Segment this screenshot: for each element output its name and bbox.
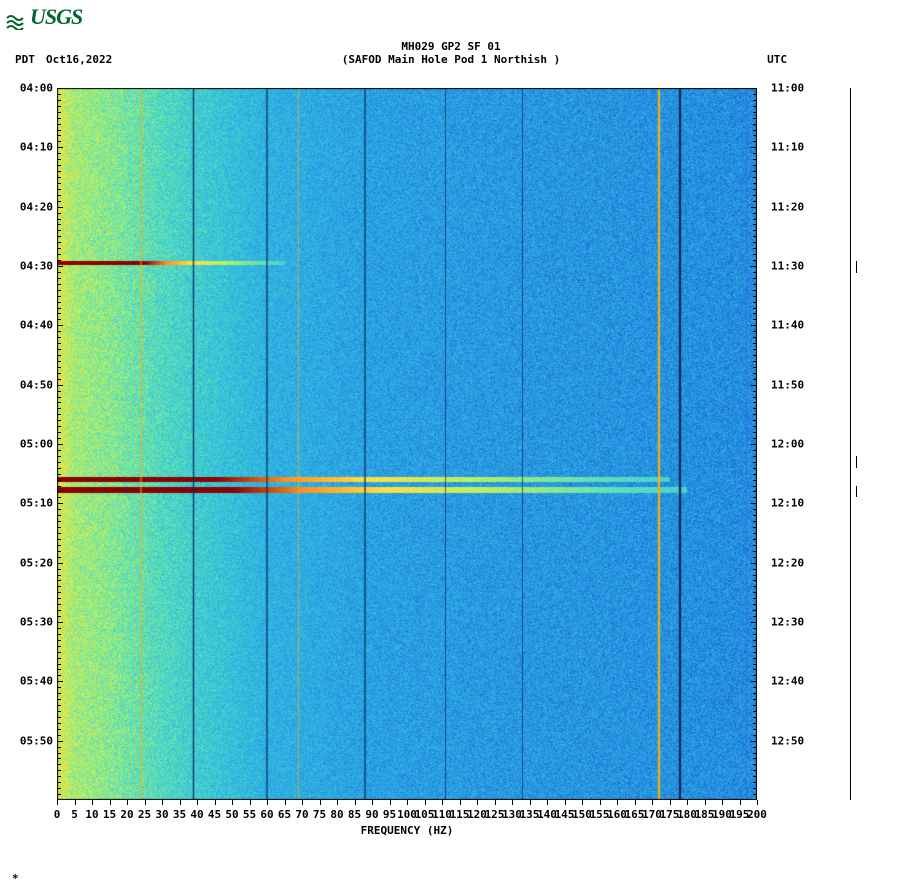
timezone-right: UTC (767, 53, 787, 66)
y-right-tick: 11:30 (771, 260, 804, 273)
y-right-tick: 11:50 (771, 378, 804, 391)
y-right-tick: 11:00 (771, 82, 804, 95)
x-tick: 15 (103, 808, 116, 821)
usgs-logo: USGS (6, 4, 82, 30)
y-left-tick: 05:20 (20, 556, 53, 569)
x-tick: 0 (54, 808, 61, 821)
x-tick: 70 (295, 808, 308, 821)
x-tick: 10 (85, 808, 98, 821)
x-tick: 50 (225, 808, 238, 821)
y-right-tick: 12:50 (771, 734, 804, 747)
x-tick: 25 (138, 808, 151, 821)
spectrogram-canvas (57, 88, 757, 800)
logo-text: USGS (30, 4, 82, 29)
y-left-tick: 04:20 (20, 200, 53, 213)
y-left-tick: 04:40 (20, 319, 53, 332)
x-tick: 95 (383, 808, 396, 821)
y-left-tick: 05:50 (20, 734, 53, 747)
y-left-tick: 05:30 (20, 616, 53, 629)
x-tick: 35 (173, 808, 186, 821)
timezone-left: PDT (15, 53, 35, 66)
x-axis-label: FREQUENCY (HZ) (57, 824, 757, 837)
y-left-tick: 04:30 (20, 260, 53, 273)
x-tick: 85 (348, 808, 361, 821)
x-tick: 75 (313, 808, 326, 821)
x-tick: 90 (365, 808, 378, 821)
y-right-tick: 12:30 (771, 616, 804, 629)
x-tick: 80 (330, 808, 343, 821)
x-tick: 5 (71, 808, 78, 821)
spectrogram-plot (57, 88, 757, 800)
y-right-tick: 11:10 (771, 141, 804, 154)
x-tick: 55 (243, 808, 256, 821)
y-right-tick: 11:40 (771, 319, 804, 332)
x-tick: 30 (155, 808, 168, 821)
chart-title-line1: MH029 GP2 SF 01 (0, 40, 902, 53)
x-tick: 45 (208, 808, 221, 821)
x-tick: 40 (190, 808, 203, 821)
x-tick: 60 (260, 808, 273, 821)
y-axis-left: 04:0004:1004:2004:3004:4004:5005:0005:10… (0, 88, 57, 800)
x-tick: 200 (747, 808, 767, 821)
x-tick: 65 (278, 808, 291, 821)
y-left-tick: 05:40 (20, 675, 53, 688)
y-right-tick: 12:00 (771, 438, 804, 451)
y-right-tick: 12:10 (771, 497, 804, 510)
y-left-tick: 04:50 (20, 378, 53, 391)
y-left-tick: 05:10 (20, 497, 53, 510)
y-right-tick: 12:40 (771, 675, 804, 688)
y-left-tick: 04:10 (20, 141, 53, 154)
y-right-tick: 12:20 (771, 556, 804, 569)
y-left-tick: 05:00 (20, 438, 53, 451)
footer-mark: * (12, 872, 19, 885)
x-tick: 20 (120, 808, 133, 821)
y-axis-right: 11:0011:1011:2011:3011:4011:5012:0012:10… (757, 88, 817, 800)
date-left: Oct16,2022 (46, 53, 112, 66)
y-left-tick: 04:00 (20, 82, 53, 95)
y-right-tick: 11:20 (771, 200, 804, 213)
event-markers-right (850, 88, 862, 800)
